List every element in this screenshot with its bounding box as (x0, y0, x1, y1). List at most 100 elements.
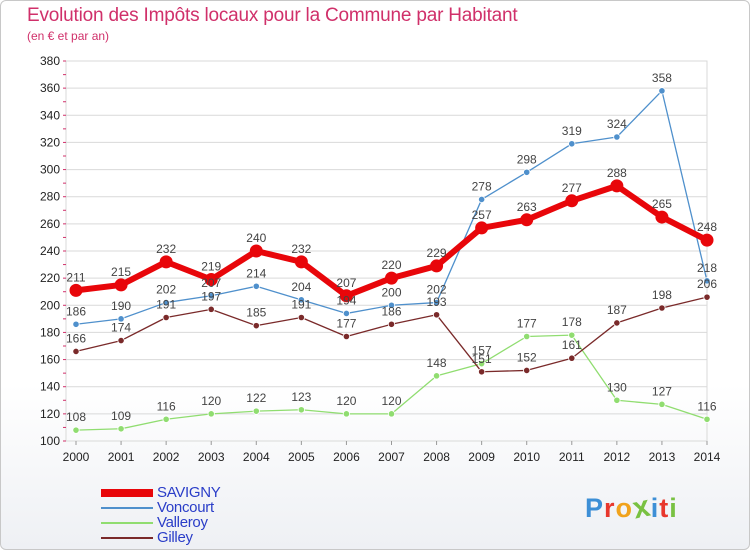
data-point-savigny (700, 233, 714, 247)
logo-letter: t (659, 493, 670, 523)
data-point-savigny (339, 289, 353, 303)
data-label-valleroy: 177 (517, 317, 537, 331)
data-label-valleroy: 123 (291, 390, 311, 404)
legend-swatch-savigny (101, 489, 153, 497)
data-label-gilley: 174 (111, 321, 131, 335)
logo-letter: i (669, 493, 678, 523)
data-label-voncourt: 298 (517, 152, 537, 166)
data-point-valleroy (72, 426, 80, 434)
logo-letter: o (615, 493, 634, 523)
y-tick-label-320: 320 (40, 135, 60, 149)
data-label-valleroy: 120 (201, 394, 221, 408)
data-label-valleroy: 157 (472, 344, 492, 358)
data-point-gilley (252, 322, 260, 330)
data-label-savigny: 229 (427, 246, 447, 260)
y-tick-label-180: 180 (40, 325, 60, 339)
data-label-voncourt: 200 (381, 285, 401, 299)
y-tick-label-120: 120 (40, 407, 60, 421)
data-label-valleroy: 116 (157, 399, 176, 413)
y-tick-label-360: 360 (40, 81, 60, 95)
data-point-voncourt (342, 309, 351, 318)
data-point-gilley (703, 293, 711, 301)
logo-letter: i (650, 493, 660, 523)
data-point-valleroy (478, 360, 486, 368)
data-label-savigny: 215 (111, 265, 131, 279)
data-point-gilley (478, 368, 486, 376)
data-point-savigny (114, 278, 128, 292)
data-label-savigny: 207 (336, 276, 356, 290)
data-point-valleroy (207, 410, 215, 418)
data-label-valleroy: 120 (336, 394, 356, 408)
data-point-valleroy (252, 407, 260, 415)
data-label-voncourt: 319 (562, 124, 582, 138)
data-point-voncourt (658, 87, 666, 95)
data-point-valleroy (703, 415, 711, 423)
data-point-valleroy (613, 396, 621, 404)
data-point-savigny (610, 179, 624, 193)
data-point-valleroy (568, 331, 576, 339)
data-label-savigny: 288 (607, 166, 627, 180)
legend-swatch-gilley (101, 537, 153, 539)
data-label-valleroy: 130 (607, 380, 627, 394)
data-label-voncourt: 204 (291, 280, 311, 294)
data-point-valleroy (297, 406, 305, 414)
data-label-valleroy: 178 (562, 315, 582, 329)
x-tick-label-2013: 2013 (649, 450, 676, 464)
data-label-savigny: 219 (201, 260, 221, 274)
data-label-valleroy: 108 (66, 410, 86, 424)
data-point-voncourt (478, 195, 486, 204)
data-point-gilley (207, 305, 215, 313)
data-label-gilley: 185 (246, 306, 266, 320)
data-point-valleroy (523, 332, 531, 341)
data-label-gilley: 186 (381, 304, 401, 318)
data-point-savigny (655, 210, 669, 224)
data-point-gilley (162, 313, 170, 322)
y-tick-label-260: 260 (40, 217, 60, 231)
x-tick-label-2010: 2010 (513, 450, 540, 464)
data-point-voncourt (117, 315, 125, 323)
data-point-voncourt (72, 320, 80, 328)
data-point-voncourt (432, 298, 441, 307)
data-label-savigny: 265 (652, 197, 672, 211)
x-tick-label-2001: 2001 (108, 450, 135, 464)
data-label-gilley: 191 (156, 298, 176, 312)
data-point-savigny (69, 283, 83, 297)
x-tick-label-2005: 2005 (288, 450, 315, 464)
data-point-voncourt (568, 140, 576, 148)
data-label-gilley: 151 (472, 352, 492, 366)
data-label-gilley: 198 (652, 288, 672, 302)
x-tick-label-2011: 2011 (559, 450, 585, 464)
data-point-gilley (387, 320, 396, 328)
x-tick-label-2003: 2003 (198, 450, 225, 464)
series-lines (69, 87, 714, 434)
x-tick-label-2006: 2006 (333, 450, 360, 464)
data-point-voncourt (387, 301, 396, 309)
y-tick-label-240: 240 (40, 244, 60, 258)
logo-letter: r (604, 493, 616, 523)
data-label-voncourt: 194 (336, 293, 356, 307)
data-label-savigny: 220 (381, 258, 401, 272)
data-point-valleroy (162, 415, 170, 423)
data-point-voncourt (613, 133, 621, 141)
data-point-savigny (565, 194, 579, 208)
data-label-savigny: 232 (156, 242, 176, 256)
data-label-voncourt: 190 (111, 299, 131, 313)
data-point-gilley (432, 311, 441, 319)
data-label-voncourt: 202 (156, 283, 176, 297)
data-point-savigny (430, 259, 444, 273)
data-point-gilley (297, 313, 305, 322)
data-label-gilley: 193 (427, 295, 447, 309)
legend-label-valleroy: Valleroy (157, 514, 208, 531)
x-tick-label-2002: 2002 (153, 450, 180, 464)
data-point-savigny (475, 221, 489, 235)
data-point-voncourt (297, 296, 305, 304)
data-point-valleroy (387, 410, 396, 418)
data-point-gilley (117, 336, 125, 345)
legend-label-voncourt: Voncourt (157, 499, 214, 516)
data-point-voncourt (162, 298, 170, 307)
data-point-savigny (204, 273, 218, 286)
data-label-voncourt: 358 (652, 71, 672, 85)
data-label-gilley: 161 (562, 338, 582, 352)
chart-subtitle: (en € et par an) (27, 29, 110, 43)
